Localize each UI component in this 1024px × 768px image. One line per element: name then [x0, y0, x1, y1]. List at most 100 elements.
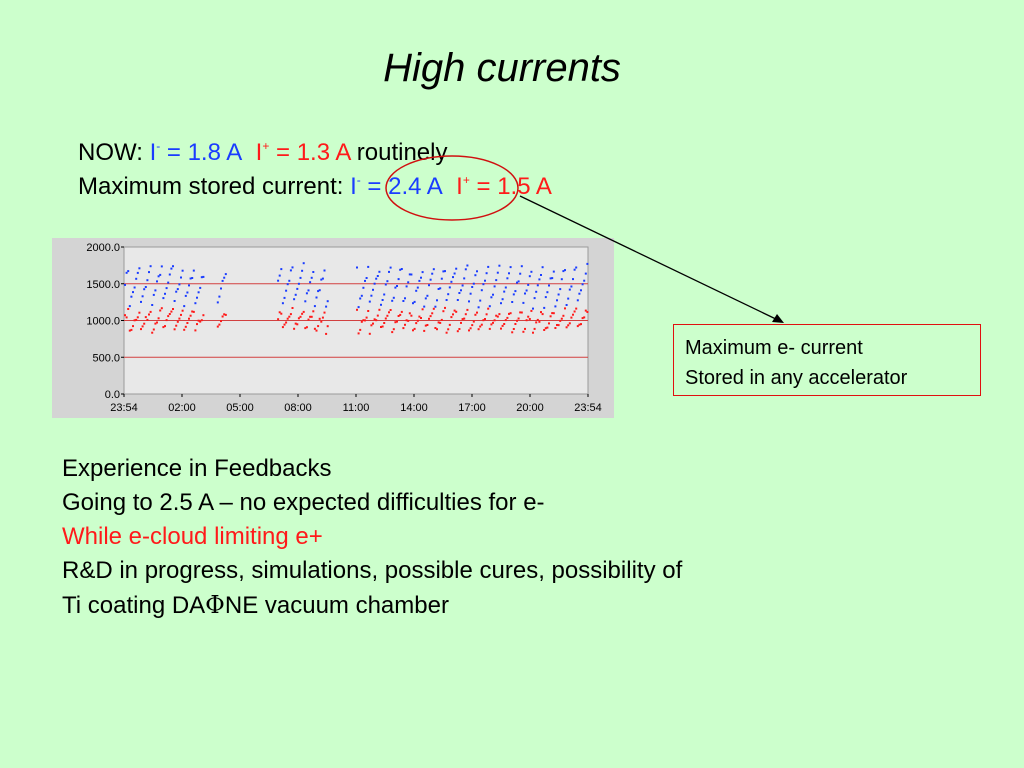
data-point-0-118: [404, 297, 406, 300]
data-point-0-131: [424, 297, 427, 300]
data-point-0-87: [326, 300, 329, 303]
data-point-1-67: [294, 322, 297, 325]
data-point-0-47: [199, 286, 202, 289]
data-point-0-183: [508, 272, 510, 275]
data-point-1-17: [151, 331, 154, 334]
data-point-1-87: [326, 325, 329, 328]
data-point-1-25: [164, 325, 166, 328]
data-point-1-153: [460, 321, 462, 324]
data-point-0-91: [360, 294, 363, 297]
data-point-0-82: [318, 289, 321, 292]
data-point-0-78: [312, 271, 315, 273]
phi-symbol: Φ: [205, 591, 225, 619]
data-point-0-93: [364, 279, 366, 282]
data-point-0-76: [309, 281, 312, 284]
data-point-1-7: [135, 318, 138, 321]
data-point-1-185: [511, 331, 514, 334]
data-point-1-99: [373, 318, 376, 321]
data-point-1-219: [565, 326, 568, 329]
data-point-1-86: [325, 332, 328, 335]
data-point-0-100: [375, 277, 378, 280]
data-point-1-166: [480, 323, 483, 326]
data-point-0-222: [570, 285, 573, 288]
data-point-0-109: [389, 266, 392, 269]
data-point-1-106: [384, 317, 387, 320]
data-point-1-41: [189, 314, 192, 317]
data-point-0-25: [164, 292, 166, 295]
data-point-0-35: [180, 276, 182, 279]
data-point-0-7: [135, 277, 138, 280]
data-point-1-78: [312, 310, 315, 313]
data-point-0-41: [189, 277, 192, 280]
data-point-0-122: [410, 273, 413, 276]
data-point-1-179: [501, 324, 504, 327]
data-point-0-1: [125, 271, 128, 274]
y-tick-label-1: 1500.0: [86, 279, 120, 291]
data-point-0-10: [140, 300, 142, 303]
data-point-0-12: [143, 288, 146, 291]
data-point-0-190: [519, 272, 522, 275]
data-point-0-53: [221, 279, 224, 282]
data-point-1-196: [528, 318, 531, 320]
data-point-1-37: [183, 328, 186, 331]
data-point-1-92: [362, 319, 365, 322]
body-line-1: Experience in Feedbacks: [62, 455, 332, 482]
data-point-1-11: [141, 325, 144, 328]
body-line-3: While e-cloud limiting e+: [62, 523, 323, 550]
data-point-1-206: [544, 327, 547, 330]
data-point-0-141: [440, 277, 443, 280]
data-point-1-52: [220, 320, 222, 323]
data-point-1-59: [281, 326, 284, 329]
data-point-1-193: [524, 327, 526, 330]
data-point-0-116: [400, 268, 403, 270]
data-point-0-33: [176, 288, 179, 291]
data-point-1-39: [186, 322, 189, 324]
data-point-0-229: [581, 283, 584, 286]
data-point-1-226: [576, 325, 579, 328]
data-point-1-22: [159, 309, 162, 312]
data-point-1-157: [466, 308, 469, 311]
data-point-1-91: [360, 320, 363, 323]
data-point-1-47: [199, 320, 202, 323]
data-point-1-142: [442, 310, 445, 313]
data-point-0-62: [286, 283, 289, 286]
data-point-0-83: [320, 278, 323, 281]
data-point-0-90: [359, 297, 362, 300]
data-point-1-83: [320, 320, 323, 323]
data-point-1-95: [367, 310, 370, 312]
now-i-plus: I+ = 1.3 A: [255, 139, 351, 166]
data-point-0-4: [130, 295, 133, 298]
y-tick-label-3: 500.0: [92, 352, 120, 364]
data-point-1-126: [416, 319, 419, 322]
data-point-1-120: [407, 319, 410, 322]
data-point-1-29: [170, 310, 173, 313]
data-point-0-66: [293, 298, 296, 301]
max-i-plus: I+ = 1.5 A: [456, 173, 552, 200]
data-point-0-60: [283, 296, 286, 299]
data-point-1-55: [224, 313, 227, 316]
data-point-0-140: [439, 287, 442, 290]
data-point-1-53: [221, 315, 224, 318]
data-point-0-199: [533, 297, 536, 300]
data-point-1-173: [492, 321, 494, 324]
data-point-0-205: [543, 306, 546, 309]
data-point-1-232: [586, 311, 589, 313]
data-point-0-9: [138, 267, 141, 270]
data-point-0-63: [288, 279, 291, 282]
data-point-0-6: [133, 286, 136, 289]
data-point-0-92: [362, 286, 365, 289]
data-point-0-194: [525, 289, 528, 292]
data-point-1-167: [482, 319, 485, 322]
data-point-0-136: [432, 268, 435, 271]
data-point-0-75: [307, 289, 310, 292]
data-point-1-152: [458, 328, 461, 330]
data-point-1-21: [157, 317, 160, 320]
data-point-1-56: [277, 318, 280, 321]
data-point-0-127: [418, 279, 421, 282]
data-point-0-120: [407, 281, 410, 284]
data-point-0-215: [559, 288, 562, 291]
data-point-0-94: [365, 277, 368, 279]
data-point-0-3: [128, 305, 131, 308]
data-point-0-103: [380, 303, 382, 306]
data-point-0-49: [202, 275, 205, 278]
